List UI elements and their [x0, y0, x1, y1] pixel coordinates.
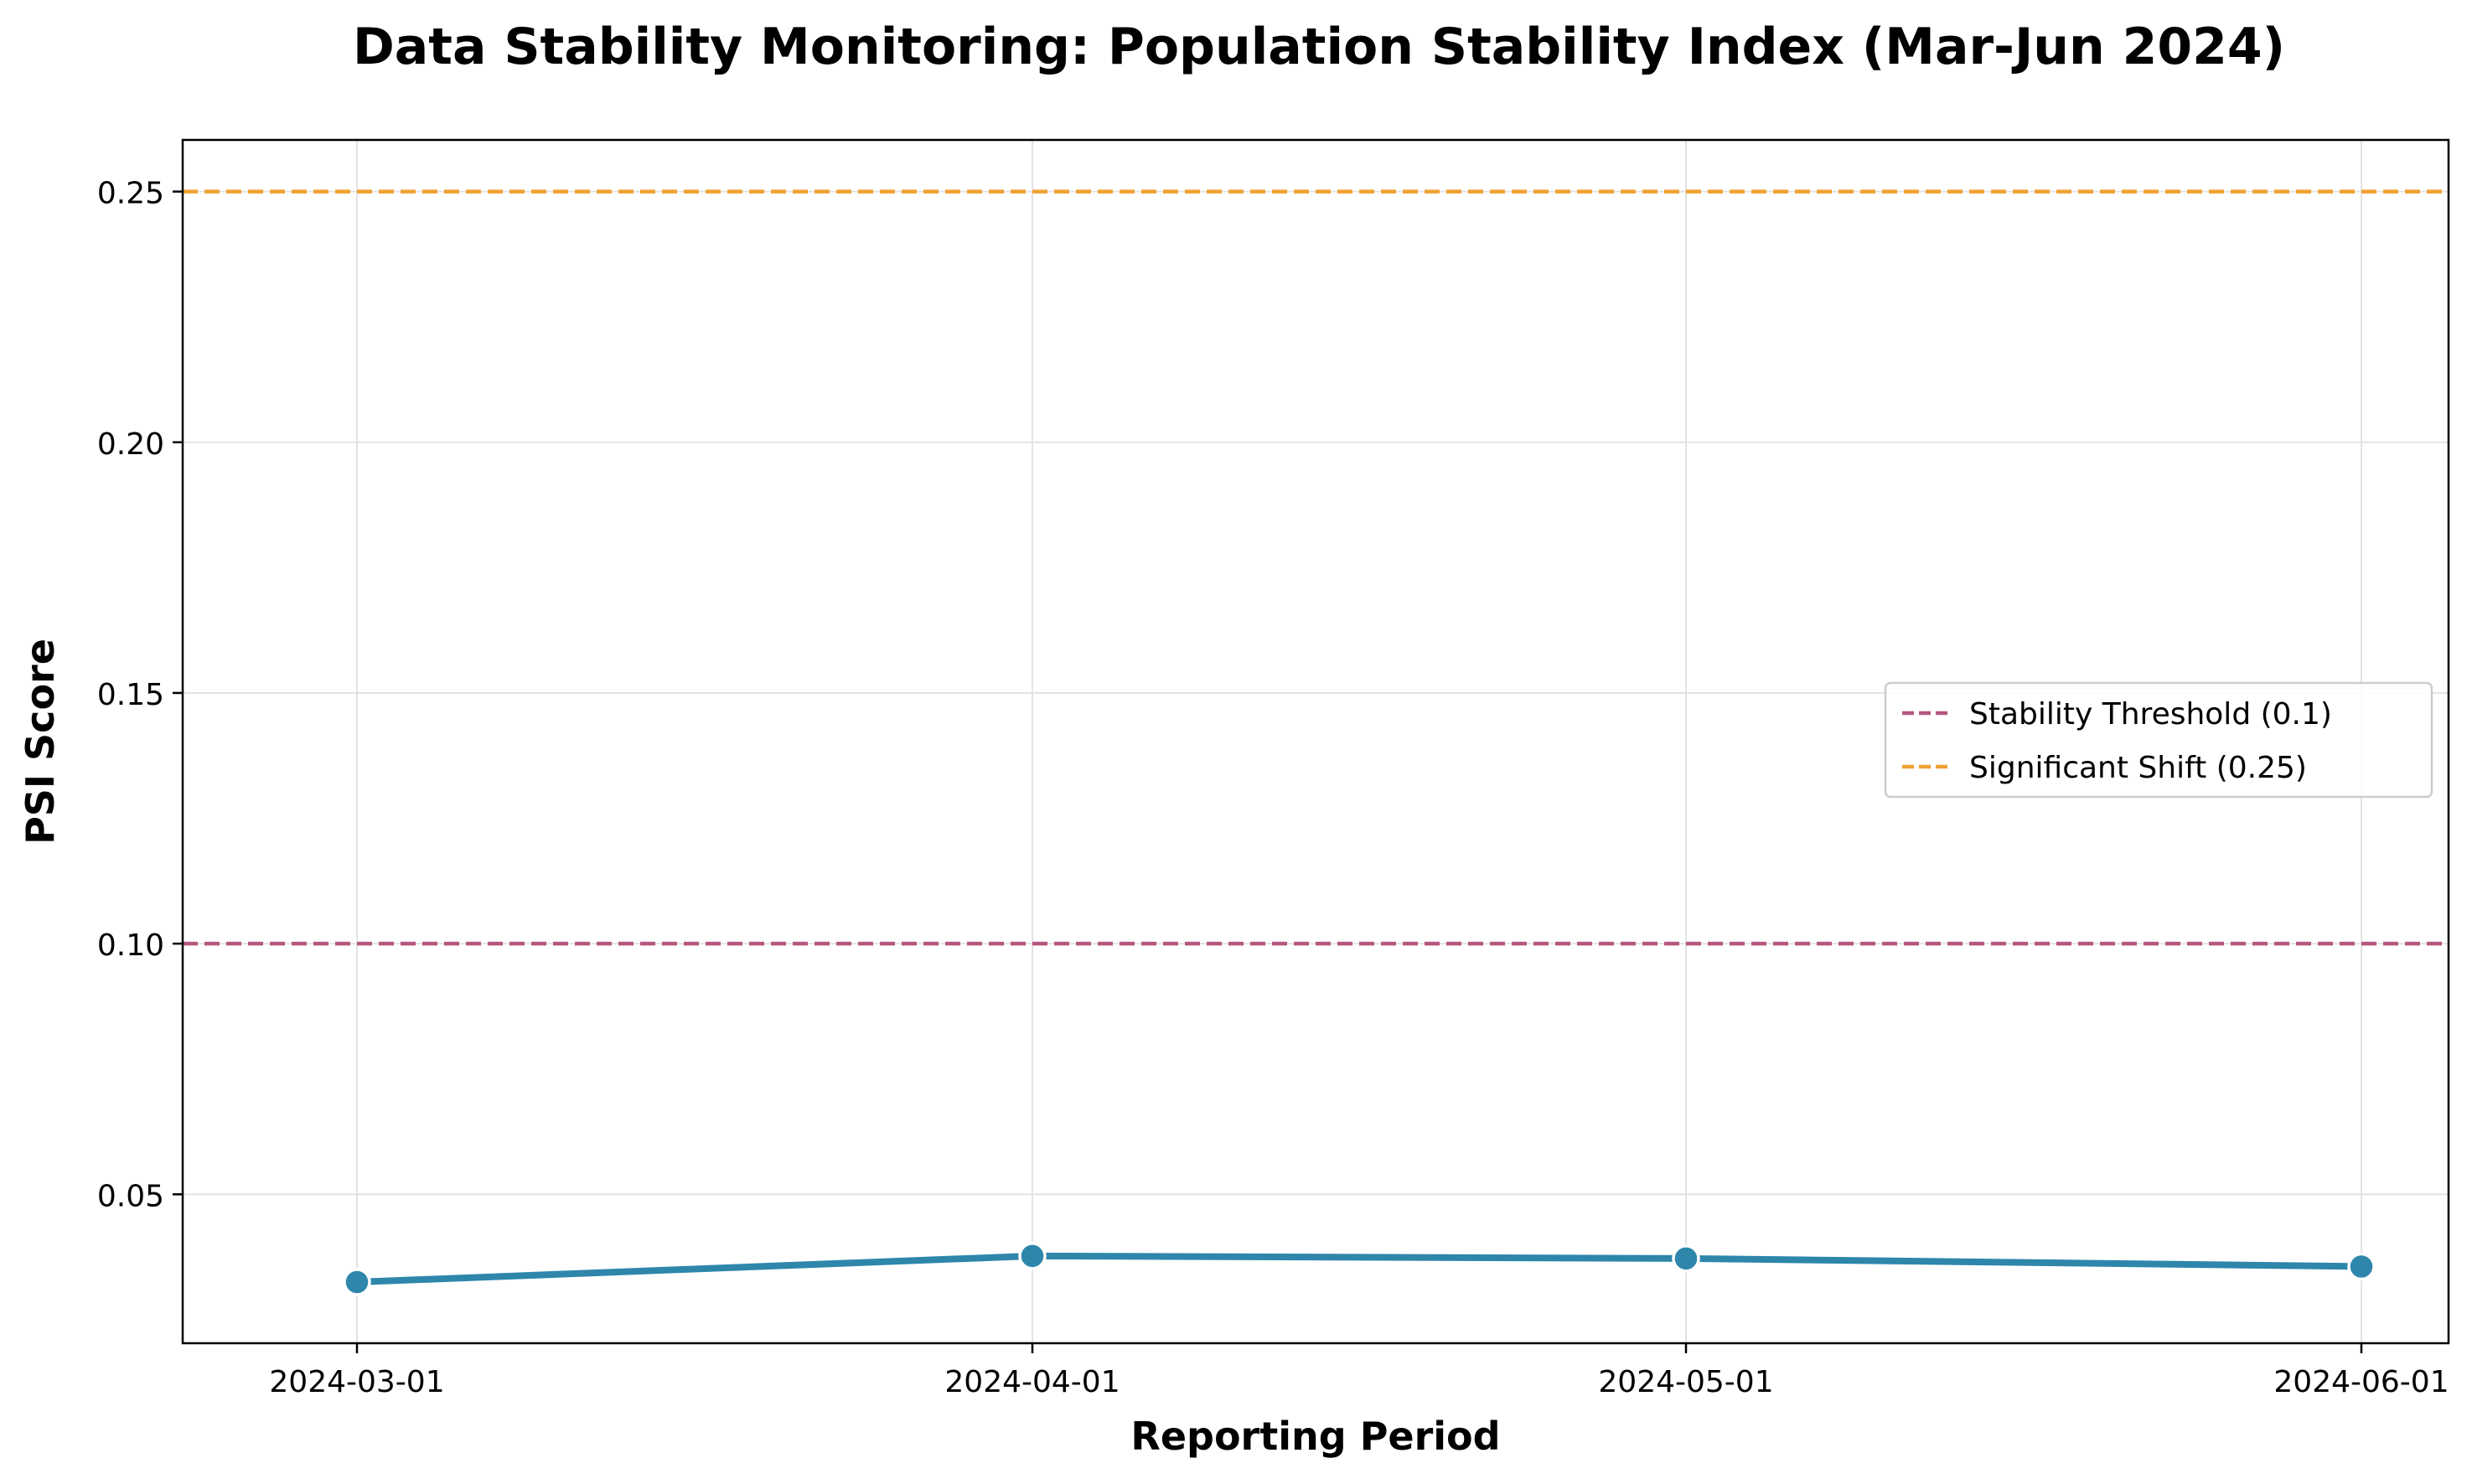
- x-tick-label: 2024-04-01: [944, 1365, 1120, 1399]
- x-tick-label: 2024-06-01: [2273, 1365, 2449, 1399]
- psi-data-point: [1018, 1242, 1047, 1270]
- reference-lines: [183, 189, 2449, 946]
- psi-data-point: [343, 1268, 371, 1296]
- x-axis: 2024-03-01 2024-04-01 2024-05-01 2024-06-01: [269, 1343, 2449, 1399]
- psi-data-point: [2347, 1252, 2376, 1281]
- plot-frame: [181, 138, 2450, 1345]
- legend: Stability Threshold (0.1) Significant Shi…: [1884, 681, 2433, 799]
- psi-series-line: [354, 1252, 2365, 1286]
- y-axis: 0.05 0.10 0.15 0.20 0.25: [97, 177, 183, 1213]
- series-layer: [343, 1242, 2376, 1296]
- y-tick-label: 0.25: [97, 177, 164, 211]
- x-tick-label: 2024-03-01: [269, 1365, 444, 1399]
- y-axis-label: PSI Score: [18, 639, 63, 845]
- legend-label: Stability Threshold (0.1): [1969, 697, 2332, 732]
- legend-label: Significant Shift (0.25): [1969, 751, 2307, 785]
- x-tick-label: 2024-05-01: [1598, 1365, 1773, 1399]
- y-tick-label: 0.20: [97, 427, 164, 462]
- chart-title: Data Stability Monitoring: Population St…: [353, 18, 2285, 76]
- plot-area: [181, 138, 2450, 1345]
- legend-box: [1884, 681, 2433, 799]
- x-axis-label: Reporting Period: [1130, 1414, 1500, 1459]
- psi-data-point: [1672, 1244, 1700, 1273]
- y-tick-label: 0.10: [97, 928, 164, 963]
- y-tick-label: 0.15: [97, 678, 164, 712]
- y-tick-label: 0.05: [97, 1179, 164, 1213]
